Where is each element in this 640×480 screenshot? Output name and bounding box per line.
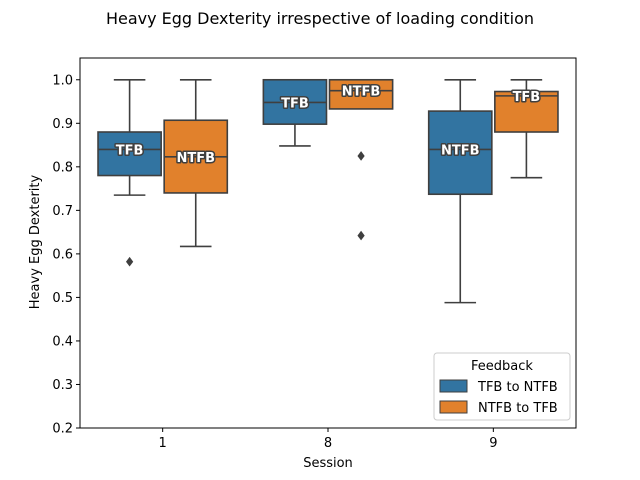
y-tick-label: 0.9 [52,117,73,132]
y-tick-label: 0.3 [52,378,73,393]
legend: Feedback TFB to NTFB NTFB to TFB [433,352,571,421]
box-tfb-to-ntfb-session-1: TFB [97,78,162,267]
chart-title: Heavy Egg Dexterity irrespective of load… [106,9,534,28]
y-tick-label: 0.4 [52,334,73,349]
legend-frame [433,352,571,421]
y-tick-label: 0.6 [52,247,73,262]
x-axis-label: Session [303,456,353,471]
plot-area: 0.2 0.3 0.4 0.5 0.6 0.7 0.8 0.9 1.0 1 8 9 TFB TFB NTFB… [52,57,577,451]
legend-entry-label: NTFB to TFB [478,401,558,416]
box-body [427,110,493,196]
outlier-point [357,151,365,161]
x-tick-label: 1 [159,436,167,451]
outlier-point [357,230,365,241]
box-tfb-to-ntfb-session-8: TFB [262,78,328,147]
box-ntfb-to-tfb-session-8: NTFB [328,78,394,241]
box-annotation-label: TFB [116,143,144,158]
box-body [328,78,394,110]
legend-swatch [439,379,468,393]
y-tick-label: 0.7 [52,204,73,219]
box-annotation-label: NTFB [176,151,215,166]
legend-swatch [439,400,468,414]
box-body [97,131,162,177]
box-annotation-label: TFB [513,90,541,105]
x-tick-label: 9 [489,436,497,451]
box-annotation-label: NTFB [441,143,480,158]
box-tfb-to-ntfb-session-9: NTFB [427,78,493,304]
y-axis-label: Heavy Egg Dexterity [28,174,43,309]
outlier-point [125,256,134,267]
legend-title: Feedback [471,359,533,374]
y-tick-label: 0.5 [52,291,73,306]
box-body [494,90,559,133]
y-tick-label: 1.0 [52,73,73,88]
box-annotation-label: TFB [281,96,309,111]
box-annotation-label: NTFB [342,85,381,100]
legend-entry-label: TFB to NTFB [477,380,558,395]
y-tick-label: 0.2 [52,422,73,437]
box-ntfb-to-tfb-session-1: NTFB [163,78,229,248]
box-ntfb-to-tfb-session-9: TFB [494,78,559,179]
y-tick-label: 0.8 [52,160,73,175]
x-tick-label: 8 [324,436,332,451]
